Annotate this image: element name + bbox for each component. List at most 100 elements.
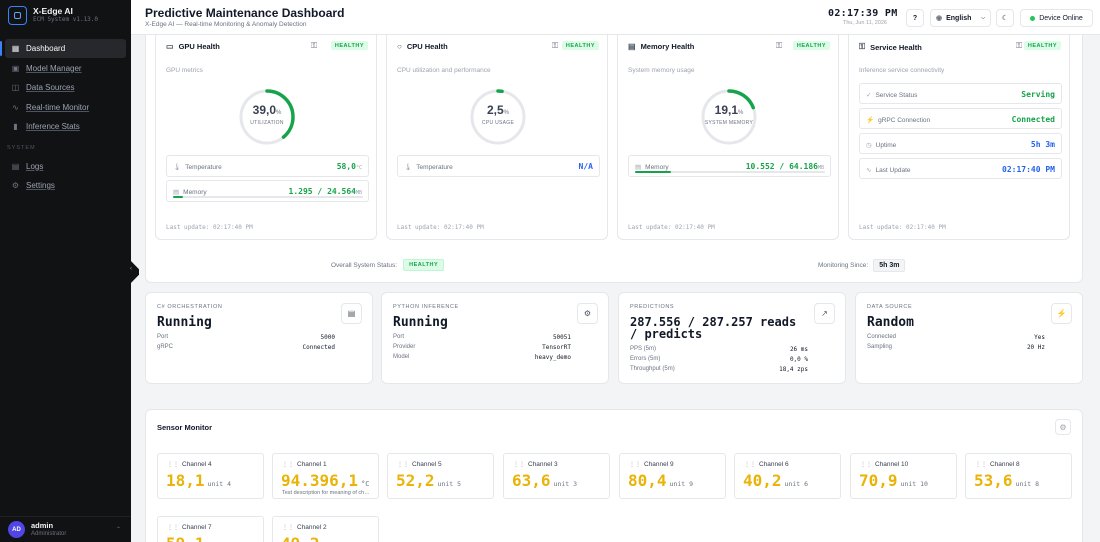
sensor-name: Channel 5 [412,461,442,468]
nav-item-inference-stats[interactable]: ▮ Inference Stats [5,117,126,136]
sensor-card-channel-5[interactable]: ⋮⋮ Channel 5 52,2 unit 5 [387,453,494,499]
thermometer-icon: 🌡 [173,164,182,171]
trending-up-icon[interactable]: ↗ [814,303,835,324]
help-button[interactable]: ? [906,9,924,27]
sensor-card-channel-8[interactable]: ⋮⋮ Channel 8 53,6 unit 8 [965,453,1072,499]
card-value: Running [393,315,448,330]
nav-item-logs[interactable]: ▤ Logs [5,157,126,176]
user-menu[interactable]: AD admin Administrator ⌃ [0,516,131,542]
kv-row: Connected Yes [867,334,1045,341]
gpu-memory-row: ▤ Memory 1.295 / 24.564MB [166,180,369,202]
drag-handle-icon[interactable]: ⋮⋮ [167,525,179,531]
memory-chip-icon: ▤ [635,164,642,171]
sensor-card-channel-3[interactable]: ⋮⋮ Channel 3 63,6 unit 3 [503,453,610,499]
memory-chip-icon: ▤ [628,42,636,51]
gauge-label: SYSTEM MEMORY [704,120,754,126]
language-select[interactable]: ◉ English ⌵ [930,9,991,27]
scrollbar[interactable] [1095,35,1100,542]
cpu-usage-gauge: 2,5% CPU USAGE [468,87,528,147]
drag-handle-icon[interactable]: ⋮⋮ [397,462,409,468]
sidebar-collapse-handle[interactable]: ‹ [128,258,139,286]
drag-handle-icon[interactable]: ⋮⋮ [282,525,294,531]
drag-handle-icon[interactable]: ⋮⋮ [629,462,641,468]
sensor-value: 59,1 [166,534,208,542]
last-update: Last update: 02:17:40 PM [859,224,946,231]
row-label: Service Status [875,92,918,99]
gpu-temperature-row: 🌡 Temperature 58,0°C [166,155,369,177]
activity-icon: ∿ [866,167,872,174]
server-icon[interactable]: ▤ [341,303,362,324]
data-source-card: DATA SOURCE Random ⚡ Connected Yes Sampli… [855,292,1083,384]
predictions-card: PREDICTIONS 287.556 / 287.257 reads / pr… [618,292,846,384]
nav-item-model-manager[interactable]: ▣ Model Manager [5,59,126,78]
kv-row: Provider TensorRT [393,344,571,351]
drag-handle-icon[interactable]: ⋮⋮ [744,462,756,468]
drag-handle-icon[interactable]: ⋮⋮ [167,462,179,468]
card-label: PYTHON INFERENCE [393,304,459,310]
metric-value: 1.295 / 24.564MB [288,187,362,196]
settings-icon[interactable]: ⚙ [1055,419,1071,435]
card-title-text: CPU Health [406,42,448,51]
sensor-name: Channel 7 [182,524,212,531]
nav-label: Model Manager [26,63,82,73]
sidebar: X-Edge AI ECM System v1.13.0 ▦ Dashboard… [0,0,131,542]
sensor-card-channel-7[interactable]: ⋮⋮Channel 7 59,1 [157,516,264,542]
memory-progress-bar [173,196,363,198]
sensor-card-channel-9[interactable]: ⋮⋮ Channel 9 80,4 unit 9 [619,453,726,499]
card-subtitle: GPU metrics [166,67,203,74]
card-title: ⚿ Service Health [859,42,922,52]
clock-icon: ◷ [866,142,872,149]
gear-icon[interactable]: ⚙ [577,303,598,324]
health-panel: ▭ GPU Health ⚿ HEALTHY GPU metrics 39,0%… [145,35,1083,283]
sensor-name: Channel 1 [297,461,327,468]
last-update: Last update: 02:17:40 PM [166,224,253,231]
csharp-orchestration-card: C# ORCHESTRATION Running ▤ Port 5000 gRPC… [145,292,373,384]
date: Thu, Jun 11, 2026 [843,20,887,26]
theme-toggle-button[interactable]: ☾ [996,9,1014,27]
nav-item-realtime-monitor[interactable]: ∿ Real-time Monitor [5,98,126,117]
zap-icon[interactable]: ⚡ [1051,303,1072,324]
metric-label: Temperature [416,164,453,171]
nav-item-data-sources[interactable]: ◫ Data Sources [5,78,126,97]
brand[interactable]: X-Edge AI ECM System v1.13.0 [0,0,131,30]
status-badge: HEALTHY [330,41,368,50]
memory-chip-icon: ▤ [173,189,180,196]
sensor-name: Channel 6 [759,461,789,468]
sensor-card-channel-2[interactable]: ⋮⋮Channel 2 49,2 [272,516,379,542]
user-name: admin [31,521,54,530]
overall-system-status: Overall System Status: HEALTHY [331,259,445,271]
header: Predictive Maintenance Dashboard X-Edge … [131,0,1100,35]
sensor-monitor-title: Sensor Monitor [157,423,213,432]
sensor-card-channel-4[interactable]: ⋮⋮ Channel 4 18,1 unit 4 [157,453,264,499]
nav-item-settings[interactable]: ⚙ Settings [5,176,126,195]
service-status-row: ✓ Service Status Serving [859,83,1062,104]
sensor-card-channel-1[interactable]: ⋮⋮ Channel 1 94.396,1 °C Test description … [272,453,379,499]
kv-row: PPS (5m) 26 ms [630,346,808,353]
metric-value: 10.552 / 64.186MB [745,162,824,171]
sensor-name: Channel 9 [644,461,674,468]
gauge-ring [239,89,295,145]
last-update: Last update: 02:17:40 PM [397,224,484,231]
sensor-card-channel-10[interactable]: ⋮⋮ Channel 10 70,9 unit 10 [850,453,957,499]
device-status: Device Online [1020,9,1093,27]
since-value: 5h 3m [873,259,906,272]
nav-item-dashboard[interactable]: ▦ Dashboard [0,39,126,58]
drag-handle-icon[interactable]: ⋮⋮ [513,462,525,468]
sensor-value: 63,6 unit 3 [512,471,578,490]
cpu-icon: ▣ [11,63,20,73]
drag-handle-icon[interactable]: ⋮⋮ [282,462,294,468]
sensor-name: Channel 3 [528,461,558,468]
drag-handle-icon[interactable]: ⋮⋮ [860,462,872,468]
nav-label: Inference Stats [26,122,80,131]
status-badge: HEALTHY [403,259,445,271]
gauge-value: 2,5% [486,103,510,117]
section-label-system: SYSTEM [7,144,36,151]
cpu-health-card: ○ CPU Health ⚿ HEALTHY CPU utilization a… [386,35,608,240]
chevron-down-icon: ⌵ [981,15,985,21]
row-label: gRPC Connection [878,117,931,124]
kv-row: Model heavy_demo [393,354,571,361]
avatar: AD [8,521,25,538]
sensor-card-channel-6[interactable]: ⋮⋮ Channel 6 40,2 unit 6 [734,453,841,499]
shield-icon: ⚿ [1016,41,1023,50]
drag-handle-icon[interactable]: ⋮⋮ [975,462,987,468]
